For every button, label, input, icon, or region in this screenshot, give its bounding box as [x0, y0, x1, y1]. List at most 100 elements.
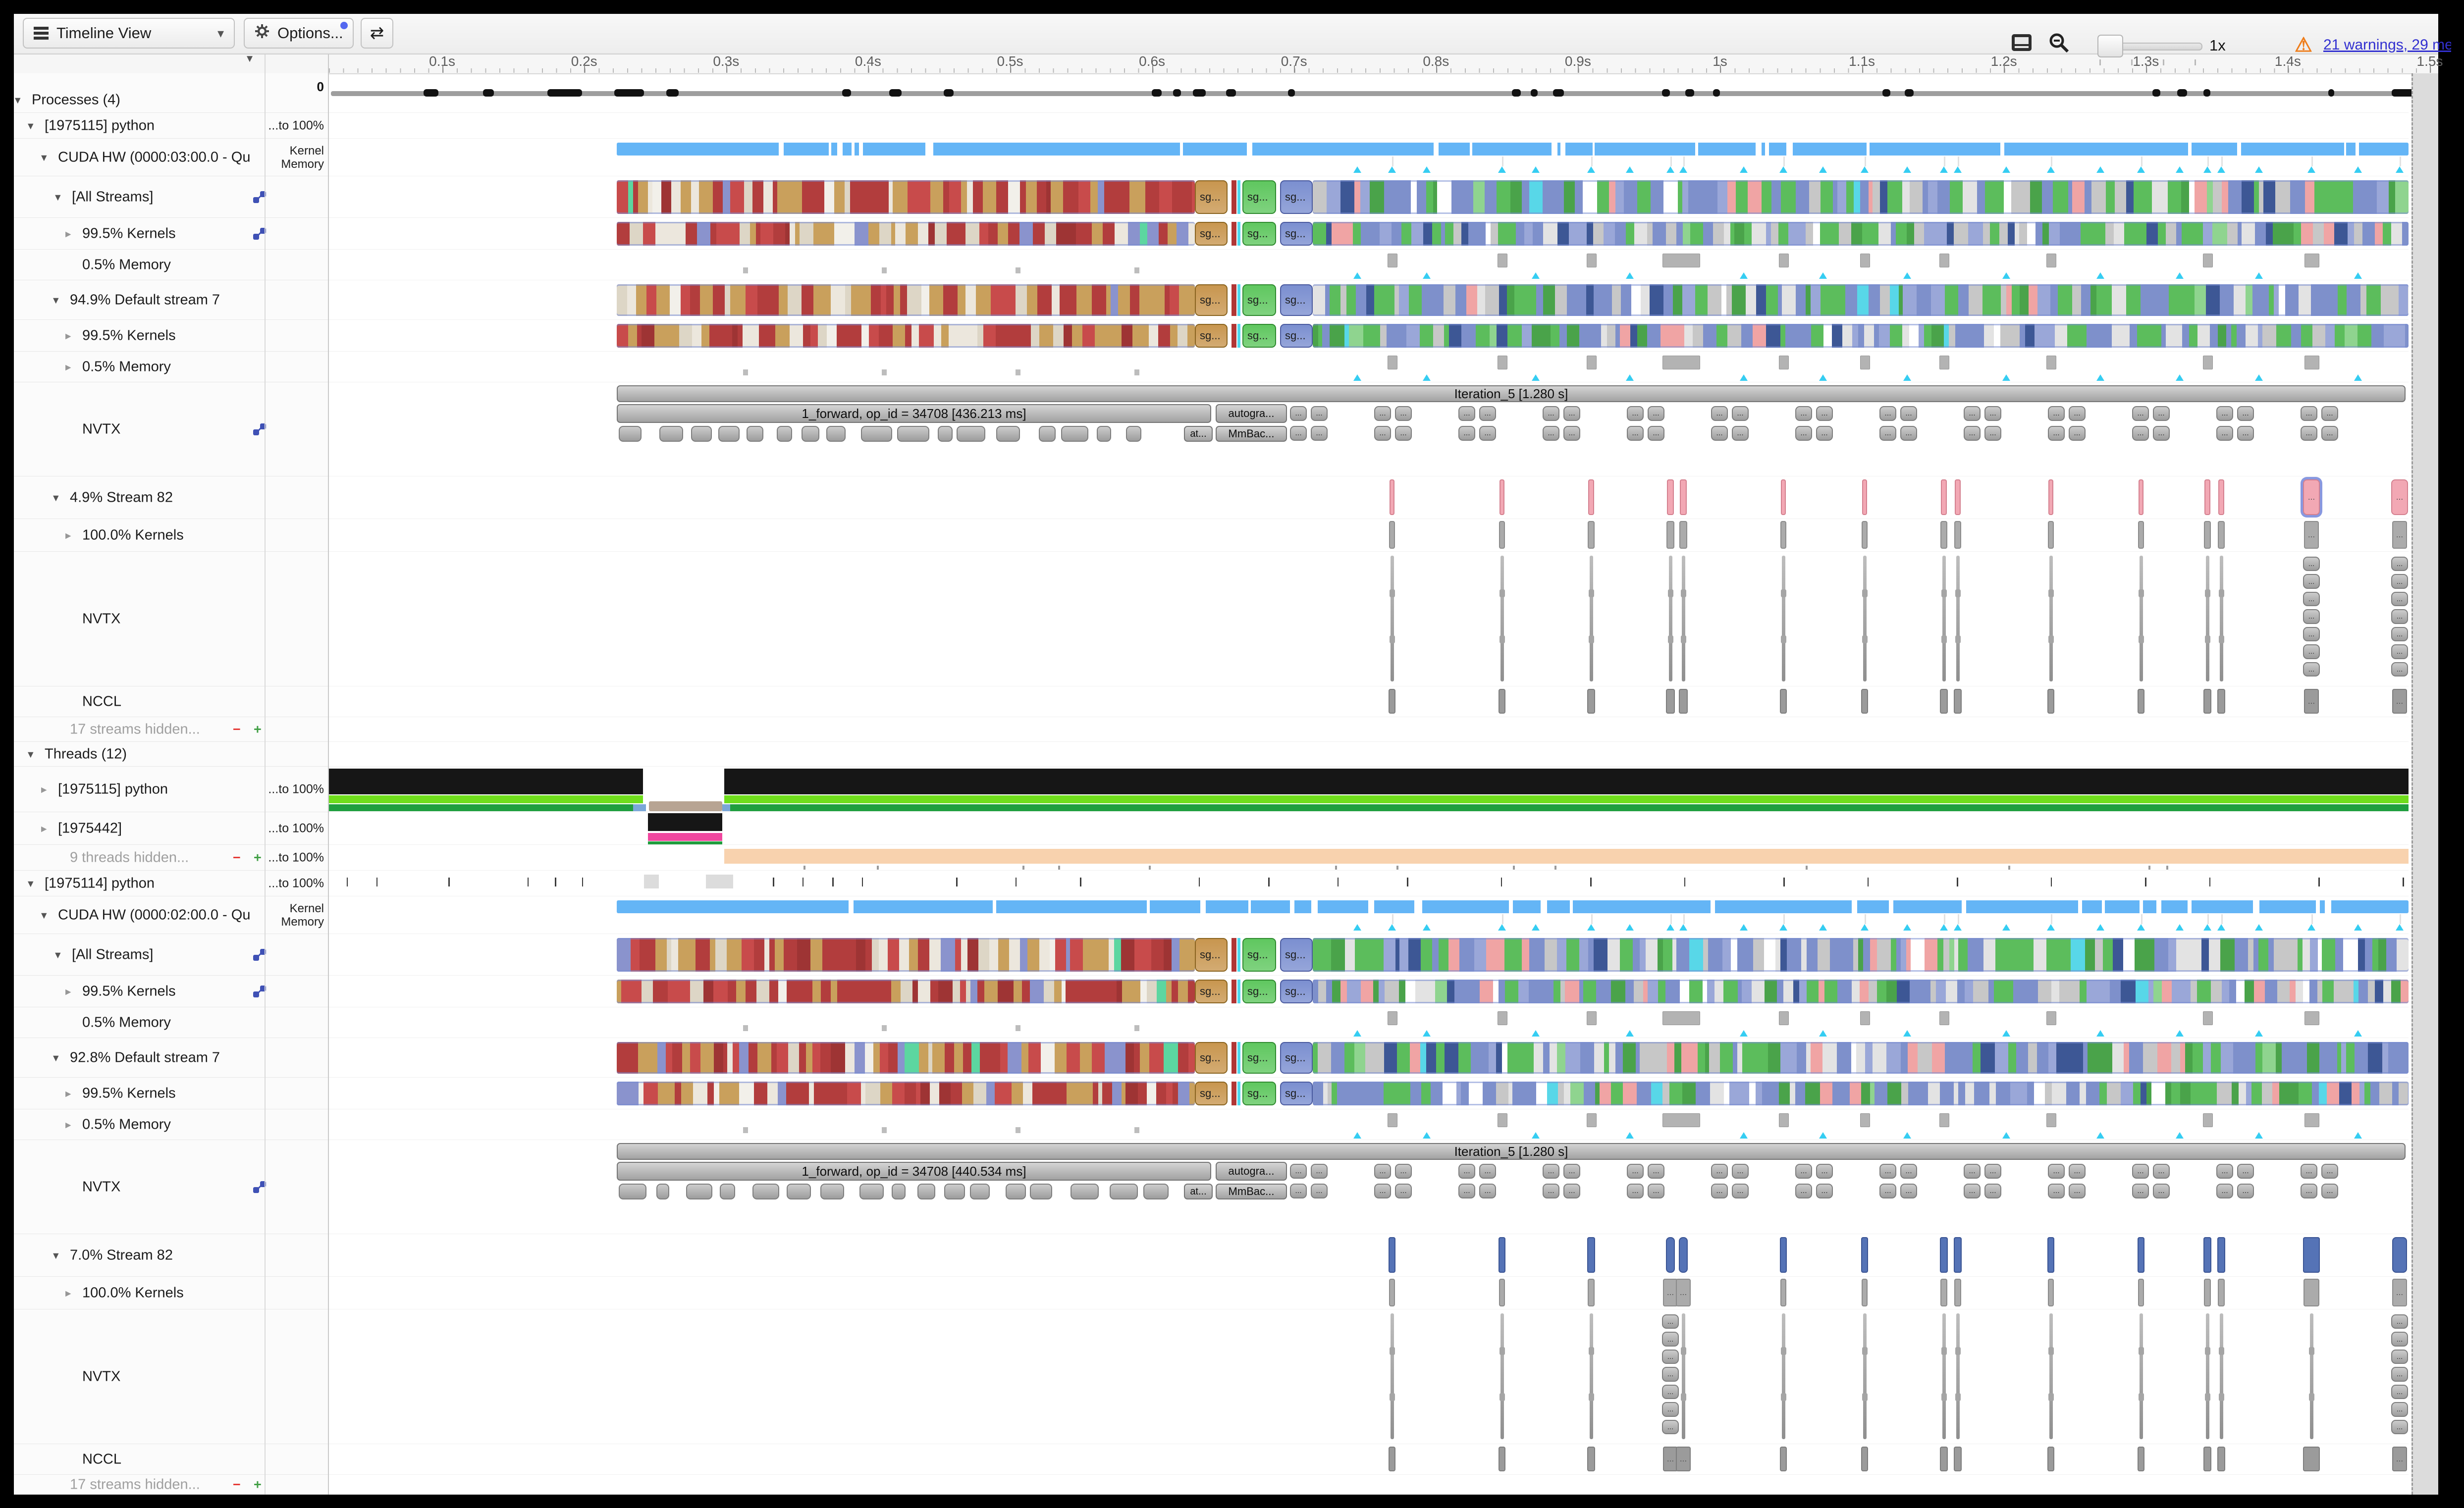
timeline-lane-cuda-hw-2[interactable] [329, 896, 2409, 934]
nccl-range-mark[interactable] [1666, 689, 1675, 714]
memory-transfer-block[interactable] [1587, 1113, 1597, 1127]
sg-kernel-block[interactable]: sg... [1195, 180, 1228, 214]
nvtx-small-range[interactable]: ... [1311, 1164, 1328, 1179]
nvtx-small-range[interactable]: ... [1395, 406, 1412, 421]
stream-kernel-mark[interactable]: ... [2391, 479, 2408, 515]
kernel-sliver-red[interactable] [1232, 938, 1236, 972]
nvtx-small-range[interactable]: ... [1563, 1164, 1580, 1179]
nvtx-autograd-range[interactable]: autogra... [1216, 404, 1287, 423]
nvtx-small-range[interactable]: ... [1543, 1164, 1559, 1179]
nccl-range-mark[interactable] [1587, 1447, 1595, 1471]
nvtx-small-range[interactable]: ... [2301, 426, 2317, 441]
timeline-lane-memory-05-2a[interactable] [329, 1007, 2409, 1038]
sg-kernel-block[interactable]: sg... [1242, 938, 1276, 972]
nccl-range-mark[interactable] [2217, 689, 2225, 714]
thread-state-running[interactable] [648, 813, 722, 831]
nvtx-small-range[interactable]: ... [1648, 1164, 1664, 1179]
nvtx-small-range[interactable]: ... [1711, 406, 1728, 421]
stream-kernel-grey-mark[interactable] [1666, 521, 1674, 549]
tree-caret-proc-1975114[interactable]: ▾ [28, 877, 34, 889]
timeline-overview-bar[interactable] [331, 91, 2409, 96]
nvtx-small-range[interactable]: ... [2216, 406, 2233, 421]
kernel-stripes-forward[interactable] [617, 980, 1195, 1003]
nccl-range-mark[interactable] [2047, 1447, 2054, 1471]
nvtx-mmbackward-range[interactable]: MmBac... [1216, 1184, 1287, 1199]
nvtx-small-range[interactable]: ... [2237, 1164, 2254, 1179]
nvtx-op-range[interactable] [746, 426, 764, 442]
nvtx-column-line[interactable] [1669, 556, 1672, 681]
nvtx-stack-block[interactable]: ... [2303, 557, 2320, 572]
tree-row-memory-05-1a[interactable]: 0.5% Memory [14, 250, 328, 280]
nvtx-small-range[interactable]: ... [2321, 1164, 2338, 1179]
memory-transfer-block[interactable] [1939, 1113, 1949, 1127]
hide-rows-button-streams-hidden-2[interactable]: − [233, 1477, 241, 1492]
nvtx-small-range[interactable]: ... [2153, 426, 2170, 441]
tree-row-streams-hidden-1[interactable]: 17 streams hidden... − + [14, 717, 328, 742]
kernel-sliver-red[interactable] [1232, 980, 1236, 1003]
nccl-range-mark[interactable] [1389, 1447, 1395, 1471]
nvtx-small-range[interactable]: ... [1543, 1184, 1559, 1198]
nvtx-small-range[interactable]: ... [1543, 406, 1559, 421]
zoom-out-icon[interactable] [2048, 32, 2070, 56]
memory-transfer-block[interactable] [743, 1025, 748, 1031]
timeline-lane-default-stream-1[interactable]: sg... sg... sg... [329, 280, 2409, 320]
tree-caret-default-stream-1[interactable]: ▾ [53, 293, 59, 306]
nvtx-op-range[interactable] [659, 426, 683, 442]
tree-caret-all-streams-1[interactable]: ▾ [55, 190, 61, 203]
nvtx-small-range[interactable]: ... [1627, 1184, 1644, 1198]
tree-caret-processes[interactable]: ▾ [15, 93, 21, 106]
memory-transfer-block[interactable] [1779, 1011, 1789, 1025]
nvtx-small-range[interactable]: ... [1984, 1184, 2001, 1198]
nvtx-op-range[interactable] [1125, 426, 1142, 442]
nccl-range-mark[interactable] [2138, 1447, 2144, 1471]
nvtx-small-range[interactable]: ... [2237, 426, 2254, 441]
nvtx-small-range[interactable]: ... [2132, 406, 2149, 421]
nvtx-small-range[interactable]: ... [1479, 406, 1496, 421]
tree-row-cuda-hw-1[interactable]: ▾ CUDA HW (0000:03:00.0 - Qu Kernel Memory [14, 139, 328, 176]
nvtx-stack-block[interactable]: ... [2303, 644, 2320, 659]
memory-transfer-block[interactable] [1134, 1025, 1139, 1031]
nvtx-forward-range[interactable]: 1_forward, op_id = 34708 [440.534 ms] [617, 1162, 1211, 1181]
memory-transfer-block[interactable] [2203, 356, 2213, 369]
memory-transfer-block[interactable] [1016, 267, 1020, 273]
memory-transfer-block[interactable] [1134, 1127, 1139, 1133]
nvtx-small-range[interactable]: ... [1395, 1164, 1412, 1179]
nccl-range-mark[interactable] [2203, 1447, 2211, 1471]
nvtx-small-range[interactable]: ... [1627, 1164, 1644, 1179]
sg-kernel-block[interactable]: sg... [1280, 180, 1313, 214]
timeline-lane-nvtx-1[interactable]: Iteration_5 [1.280 s] 1_forward, op_id = … [329, 382, 2409, 476]
nvtx-stack-block[interactable]: ... [2391, 644, 2408, 659]
nvtx-stack-block[interactable]: ... [2391, 1419, 2408, 1434]
memory-transfer-block[interactable] [2046, 356, 2056, 369]
tree-caret-thread-1975115[interactable]: ▸ [41, 782, 47, 795]
nvtx-small-range[interactable]: ... [1964, 426, 1981, 441]
memory-transfer-block[interactable] [1860, 1011, 1870, 1025]
nvtx-stack-block[interactable]: ... [2391, 626, 2408, 642]
nccl-range-mark[interactable] [1861, 689, 1868, 714]
nccl-range-mark[interactable] [2217, 1447, 2225, 1471]
nvtx-stack-block[interactable]: ... [2391, 609, 2408, 624]
timeline-lane-streams-hidden-1[interactable] [329, 717, 2409, 742]
tree-row-threads-hidden[interactable]: 9 threads hidden... − + ...to 100% [14, 845, 328, 871]
stream-kernel-grey-mark[interactable] [2048, 521, 2054, 549]
stream-kernel-mark[interactable]: ... [2303, 479, 2320, 515]
memory-transfer-block[interactable] [882, 1127, 887, 1133]
nvtx-small-range[interactable]: ... [2321, 1184, 2338, 1198]
stream-kernel-grey-mark[interactable] [2138, 521, 2144, 549]
nvtx-small-range[interactable]: ... [2132, 1164, 2149, 1179]
nvtx-stack-block[interactable]: ... [1662, 1419, 1679, 1434]
kernel-stripes-backward[interactable] [1313, 180, 2409, 214]
timeline-lane-kernels-100-1[interactable]: ...... [329, 519, 2409, 552]
timeline-lane-proc-1975114[interactable] [329, 871, 2409, 896]
sg-kernel-block[interactable]: sg... [1195, 324, 1228, 348]
nccl-range-mark[interactable] [1954, 689, 1962, 714]
nvtx-small-range[interactable]: ... [1311, 406, 1328, 421]
memory-transfer-block[interactable] [1016, 369, 1020, 375]
tree-row-nvtx-s82-1[interactable]: NVTX [14, 552, 328, 686]
nvtx-op-range[interactable] [970, 1184, 990, 1199]
nccl-range-mark[interactable]: ... [1663, 1447, 1678, 1471]
nvtx-op-range[interactable] [996, 426, 1020, 442]
sg-kernel-block[interactable]: sg... [1195, 980, 1228, 1003]
show-rows-button-streams-hidden-1[interactable]: + [254, 722, 262, 736]
nvtx-column-line[interactable] [1500, 556, 1504, 681]
